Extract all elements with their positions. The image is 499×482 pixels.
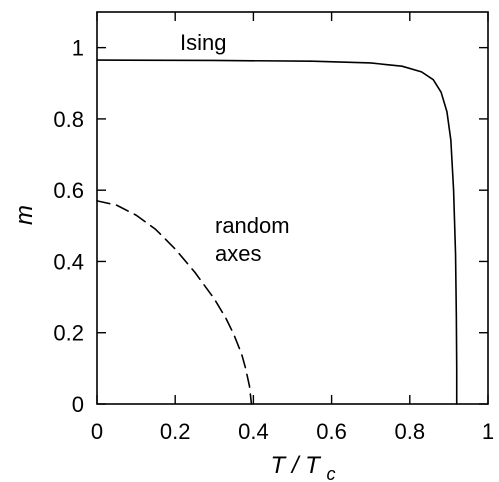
ticks: [96, 12, 489, 405]
x-tick-labels: 0 0.2 0.4 0.6 0.8 1: [91, 419, 494, 444]
x-axis-label: T / T c: [270, 452, 335, 482]
x-tick-label: 0.6: [316, 419, 347, 444]
y-tick-labels: 0 0.2 0.4 0.6 0.8 1: [53, 36, 84, 417]
annotation-random: random: [215, 213, 290, 238]
x-axis-label-denom: T: [305, 452, 322, 479]
x-tick-label: 1: [482, 419, 494, 444]
series-layer: [96, 59, 458, 405]
x-tick-label: 0.4: [238, 419, 269, 444]
x-axis-label-sep: /: [290, 452, 305, 479]
x-tick-label: 0.2: [160, 419, 191, 444]
plot-frame: [96, 11, 489, 405]
x-tick-label: 0: [91, 419, 103, 444]
x-tick-label: 0.8: [395, 419, 426, 444]
y-tick-label: 0.4: [53, 249, 84, 274]
x-axis-label-subscript: c: [327, 464, 336, 482]
series-line-solid: [96, 59, 458, 405]
x-axis-label-main: T: [270, 452, 287, 479]
y-tick-label: 0.6: [53, 178, 84, 203]
y-tick-label: 1: [72, 36, 84, 61]
y-tick-label: 0.2: [53, 321, 84, 346]
y-tick-label: 0: [72, 392, 84, 417]
annotation-axes: axes: [215, 241, 261, 266]
y-tick-label: 0.8: [53, 107, 84, 132]
y-axis-label: m: [11, 205, 38, 225]
series-line-dashed: [96, 200, 253, 405]
annotation-ising: Ising: [180, 30, 226, 55]
